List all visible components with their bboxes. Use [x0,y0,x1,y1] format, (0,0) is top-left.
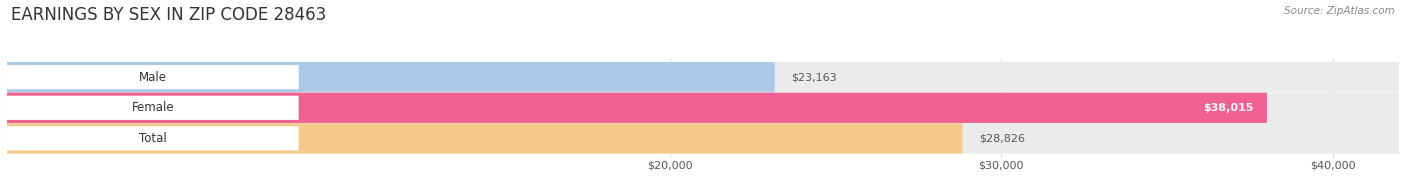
FancyBboxPatch shape [7,123,962,153]
FancyBboxPatch shape [7,62,775,92]
FancyBboxPatch shape [7,62,1399,92]
FancyBboxPatch shape [7,65,298,89]
Text: Source: ZipAtlas.com: Source: ZipAtlas.com [1284,6,1395,16]
Text: EARNINGS BY SEX IN ZIP CODE 28463: EARNINGS BY SEX IN ZIP CODE 28463 [11,6,326,24]
Text: Male: Male [139,71,167,84]
FancyBboxPatch shape [7,93,1399,123]
FancyBboxPatch shape [7,96,298,120]
FancyBboxPatch shape [7,123,1399,153]
Text: Female: Female [132,101,174,114]
Text: Total: Total [139,132,167,145]
Text: $23,163: $23,163 [792,72,837,82]
FancyBboxPatch shape [7,126,298,151]
FancyBboxPatch shape [7,93,1267,123]
Text: $38,015: $38,015 [1204,103,1254,113]
Text: $28,826: $28,826 [979,133,1025,143]
